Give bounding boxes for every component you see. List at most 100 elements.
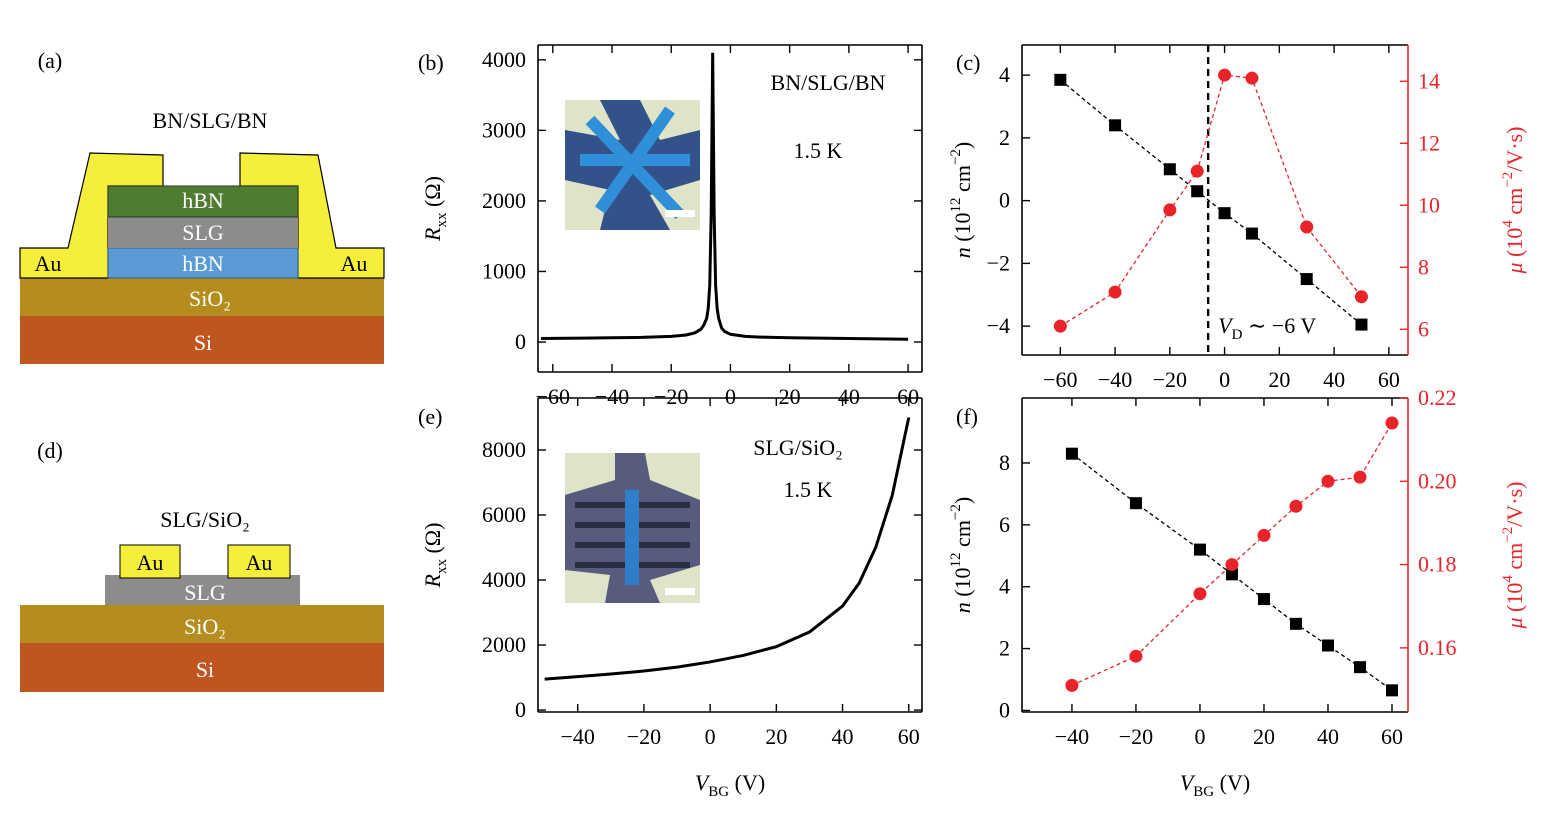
label-part: xx bbox=[434, 559, 450, 575]
sio2-layer bbox=[20, 605, 384, 643]
x-tick-label: 0 bbox=[1194, 724, 1205, 749]
marker bbox=[1163, 203, 1177, 217]
y2-tick-label: 6 bbox=[1418, 316, 1429, 341]
marker bbox=[1245, 227, 1258, 240]
x-tick-label: 60 bbox=[898, 724, 920, 749]
y-tick-label: 6 bbox=[999, 512, 1010, 537]
marker bbox=[1385, 684, 1398, 697]
y-tick-label: 2000 bbox=[482, 632, 526, 657]
marker bbox=[1109, 119, 1122, 132]
x-tick-label: −40 bbox=[595, 384, 629, 409]
marker bbox=[1190, 164, 1204, 178]
label-part: μ bbox=[1502, 262, 1527, 274]
series-line bbox=[1071, 422, 1393, 686]
label-part: ) bbox=[950, 497, 975, 504]
marker bbox=[1054, 73, 1067, 86]
label-part: V bbox=[1218, 313, 1234, 338]
label-part: 12 bbox=[948, 552, 964, 567]
marker bbox=[1065, 447, 1078, 460]
label-part: R bbox=[420, 227, 445, 242]
label-part: n bbox=[950, 247, 975, 258]
sio2-layer bbox=[20, 278, 384, 316]
label-part: n bbox=[950, 602, 975, 613]
label-part: 12 bbox=[948, 197, 964, 212]
marker bbox=[1289, 499, 1303, 513]
y2-tick-label: 8 bbox=[1418, 254, 1429, 279]
au-contact bbox=[227, 544, 291, 579]
label-part: (10 bbox=[950, 567, 975, 602]
label-part: −2 bbox=[1500, 172, 1516, 188]
x-tick-label: 20 bbox=[765, 724, 787, 749]
contact-label: Au bbox=[246, 550, 273, 575]
slg-layer bbox=[105, 575, 300, 605]
x-tick-label: 0 bbox=[1219, 367, 1230, 392]
axis-label: n (1012 cm−2) bbox=[948, 142, 975, 259]
label-part: D bbox=[1232, 327, 1243, 343]
contact-label: Au bbox=[35, 251, 62, 276]
label-part: cm bbox=[950, 165, 975, 197]
marker bbox=[1193, 587, 1207, 601]
layer-label: SLG bbox=[184, 580, 226, 605]
diagram-a: (a) BN/SLG/BN hBN SLG hBN SiO₂ Si Au Au bbox=[19, 48, 385, 364]
y2-tick-label: 0.20 bbox=[1418, 468, 1457, 493]
layer-label: SiO₂ bbox=[184, 614, 226, 639]
y-tick-label: 3000 bbox=[482, 117, 526, 142]
y-tick-label: 4000 bbox=[482, 567, 526, 592]
marker bbox=[1193, 543, 1206, 556]
label-part: /V·s) bbox=[1502, 482, 1527, 527]
x-tick-label: 40 bbox=[832, 724, 854, 749]
marker bbox=[1353, 661, 1366, 674]
axis-label: VBG (V) bbox=[1180, 770, 1250, 800]
axis-label: μ (104 cm−2/V·s) bbox=[1500, 482, 1527, 630]
au-contact bbox=[119, 544, 181, 579]
marker bbox=[1191, 185, 1204, 198]
marker bbox=[1289, 617, 1302, 630]
y-tick-label: −2 bbox=[987, 250, 1010, 275]
marker bbox=[1225, 558, 1239, 572]
contact-label: Au bbox=[137, 550, 164, 575]
y2-tick-label: 0.16 bbox=[1418, 635, 1457, 660]
panel-label: (e) bbox=[418, 404, 442, 429]
label-part: μ bbox=[1502, 617, 1527, 629]
panel-label: (c) bbox=[956, 50, 980, 75]
y2-tick-label: 10 bbox=[1418, 192, 1440, 217]
annotation: SLG/SiO₂ bbox=[753, 435, 843, 460]
x-tick-label: 60 bbox=[897, 384, 919, 409]
marker bbox=[1300, 220, 1314, 234]
layer-label: Si bbox=[196, 657, 214, 682]
y-tick-label: 0 bbox=[515, 697, 526, 722]
marker bbox=[1129, 649, 1143, 663]
y2-tick-label: 0.22 bbox=[1418, 385, 1457, 410]
label-part: ∼ −6 V bbox=[1242, 313, 1316, 338]
diagram-title: BN/SLG/BN bbox=[153, 108, 268, 133]
layer-label: Si bbox=[194, 330, 212, 355]
marker bbox=[1300, 273, 1313, 286]
label-part: 4 bbox=[1500, 575, 1516, 583]
inset-micrograph bbox=[565, 453, 700, 603]
x-tick-label: −40 bbox=[561, 724, 595, 749]
marker bbox=[1129, 497, 1142, 510]
label-part: (10 bbox=[1502, 228, 1527, 263]
y-tick-label: 2 bbox=[999, 636, 1010, 661]
x-tick-label: −20 bbox=[1153, 367, 1187, 392]
panel-label: (b) bbox=[418, 50, 444, 75]
label-part: (10 bbox=[1502, 583, 1527, 618]
label-part: V bbox=[1180, 770, 1196, 795]
x-tick-label: −20 bbox=[627, 724, 661, 749]
label-part: (Ω) bbox=[420, 176, 445, 213]
y-tick-label: 6000 bbox=[482, 502, 526, 527]
x-tick-label: 60 bbox=[1378, 367, 1400, 392]
layer-label: SiO₂ bbox=[189, 286, 231, 311]
label-part: cm bbox=[1502, 188, 1527, 220]
x-tick-label: −40 bbox=[1055, 724, 1089, 749]
x-tick-label: 40 bbox=[1317, 724, 1339, 749]
layer-label: hBN bbox=[182, 188, 224, 213]
y-tick-label: 2000 bbox=[482, 188, 526, 213]
y-tick-label: 8 bbox=[999, 450, 1010, 475]
layer-label: hBN bbox=[182, 251, 224, 276]
slg-layer bbox=[108, 217, 298, 248]
x-tick-label: 20 bbox=[1268, 367, 1290, 392]
x-tick-label: −60 bbox=[1043, 367, 1077, 392]
x-tick-label: 0 bbox=[725, 384, 736, 409]
y2-tick-label: 0.18 bbox=[1418, 552, 1457, 577]
